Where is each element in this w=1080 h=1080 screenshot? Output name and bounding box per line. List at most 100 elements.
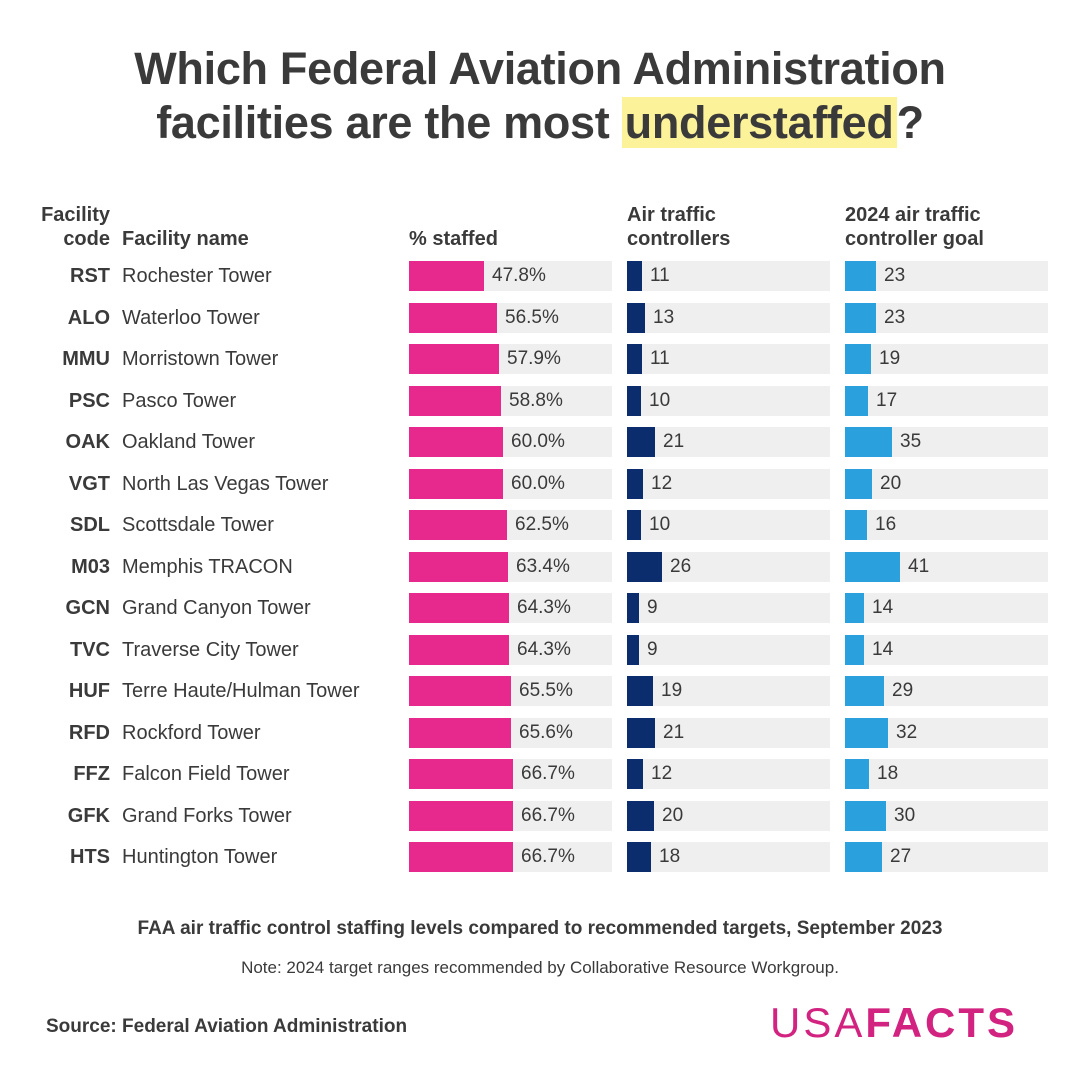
facility-code: VGT (68, 473, 110, 495)
logo-part-usa: USA (770, 999, 866, 1046)
goal-bar (845, 469, 872, 499)
goal-bar (845, 593, 864, 623)
header-facility-name: Facility name (122, 228, 249, 250)
header-code-line-2: code (63, 228, 110, 250)
header-goal-line-2: controller goal (845, 228, 984, 250)
atc-bar (627, 510, 641, 540)
atc-value-label: 12 (651, 763, 673, 784)
pct-bar (409, 427, 503, 457)
header-air-traffic-controllers: Air traffic controllers (627, 203, 730, 251)
pct-value-label: 66.7% (521, 846, 575, 867)
goal-value-label: 19 (879, 348, 901, 369)
facility-name: Terre Haute/Hulman Tower (122, 680, 360, 702)
goal-track: 23 (845, 261, 1048, 291)
goal-value-label: 30 (894, 805, 916, 826)
pct-value-label: 63.4% (516, 556, 570, 577)
goal-track: 18 (845, 759, 1048, 789)
atc-track: 26 (627, 552, 830, 582)
atc-value-label: 26 (670, 556, 692, 577)
atc-track: 11 (627, 261, 830, 291)
table-row: MMU Morristown Tower 57.9% 11 19 (0, 344, 1080, 374)
atc-track: 10 (627, 510, 830, 540)
facility-name: North Las Vegas Tower (122, 473, 329, 495)
usafacts-logo: USAFACTS (770, 998, 1018, 1048)
facility-name: Pasco Tower (122, 390, 237, 412)
pct-bar (409, 801, 513, 831)
atc-bar (627, 842, 651, 872)
facility-code: TVC (70, 639, 110, 661)
goal-value-label: 20 (880, 473, 902, 494)
table-row: RFD Rockford Tower 65.6% 21 32 (0, 718, 1080, 748)
pct-bar (409, 344, 499, 374)
title-line-2-post: ? (896, 97, 925, 148)
atc-track: 18 (627, 842, 830, 872)
atc-bar (627, 552, 662, 582)
pct-track: 60.0% (409, 427, 612, 457)
goal-bar (845, 552, 900, 582)
pct-value-label: 66.7% (521, 805, 575, 826)
goal-bar (845, 676, 884, 706)
pct-value-label: 66.7% (521, 763, 575, 784)
goal-value-label: 32 (896, 722, 918, 743)
facility-code: RST (70, 265, 110, 287)
title-highlight: understaffed (621, 97, 897, 148)
goal-value-label: 23 (884, 307, 906, 328)
table-row: TVC Traverse City Tower 64.3% 9 14 (0, 635, 1080, 665)
pct-track: 63.4% (409, 552, 612, 582)
pct-value-label: 57.9% (507, 348, 561, 369)
pct-value-label: 62.5% (515, 514, 569, 535)
chart-note: Note: 2024 target ranges recommended by … (241, 958, 839, 977)
atc-value-label: 10 (649, 514, 671, 535)
facility-name: Rochester Tower (122, 265, 272, 287)
pct-value-label: 60.0% (511, 473, 565, 494)
pct-track: 58.8% (409, 386, 612, 416)
pct-bar (409, 842, 513, 872)
table-row: M03 Memphis TRACON 63.4% 26 41 (0, 552, 1080, 582)
goal-track: 30 (845, 801, 1048, 831)
pct-track: 57.9% (409, 344, 612, 374)
atc-track: 11 (627, 344, 830, 374)
header-controller-goal: 2024 air traffic controller goal (845, 203, 984, 251)
goal-track: 16 (845, 510, 1048, 540)
title-line-1: Which Federal Aviation Administration (134, 43, 946, 94)
pct-track: 60.0% (409, 469, 612, 499)
goal-bar (845, 261, 876, 291)
table-row: SDL Scottsdale Tower 62.5% 10 16 (0, 510, 1080, 540)
pct-track: 66.7% (409, 801, 612, 831)
goal-track: 20 (845, 469, 1048, 499)
source-credit: Source: Federal Aviation Administration (46, 1016, 408, 1037)
pct-track: 66.7% (409, 759, 612, 789)
pct-track: 65.5% (409, 676, 612, 706)
atc-bar (627, 427, 655, 457)
goal-track: 29 (845, 676, 1048, 706)
header-code-line-1: Facility (41, 204, 110, 226)
atc-track: 20 (627, 801, 830, 831)
pct-value-label: 65.5% (519, 680, 573, 701)
facility-name: Rockford Tower (122, 722, 261, 744)
pct-bar (409, 386, 501, 416)
atc-bar (627, 261, 642, 291)
atc-bar (627, 676, 653, 706)
goal-track: 27 (845, 842, 1048, 872)
facility-code: SDL (70, 514, 110, 536)
facility-code: OAK (65, 431, 110, 453)
atc-bar (627, 303, 645, 333)
facility-code: MMU (62, 348, 110, 370)
goal-bar (845, 801, 886, 831)
atc-track: 21 (627, 718, 830, 748)
atc-bar (627, 635, 639, 665)
atc-value-label: 11 (650, 348, 670, 369)
atc-bar (627, 469, 643, 499)
facility-code: FFZ (73, 763, 110, 785)
pct-track: 66.7% (409, 842, 612, 872)
goal-track: 14 (845, 635, 1048, 665)
atc-bar (627, 801, 654, 831)
atc-track: 19 (627, 676, 830, 706)
table-row: GFK Grand Forks Tower 66.7% 20 30 (0, 801, 1080, 831)
goal-value-label: 23 (884, 265, 906, 286)
pct-track: 65.6% (409, 718, 612, 748)
atc-bar (627, 593, 639, 623)
goal-bar (845, 842, 882, 872)
atc-track: 12 (627, 759, 830, 789)
goal-bar (845, 718, 888, 748)
